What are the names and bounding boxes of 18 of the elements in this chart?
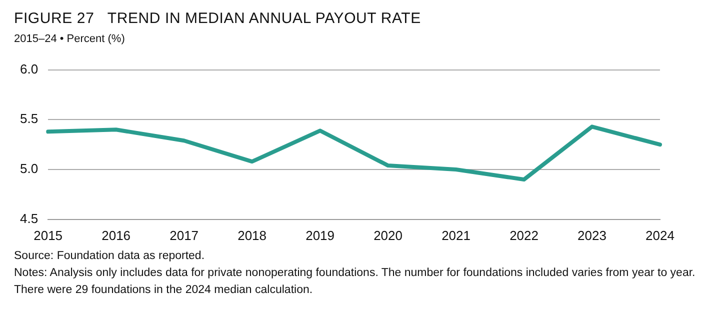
x-tick-label: 2021 — [442, 228, 470, 243]
x-tick-label: 2023 — [578, 228, 606, 243]
chart-title: FIGURE 27 TREND IN MEDIAN ANNUAL PAYOUT RATE — [14, 10, 421, 27]
x-tick-label: 2022 — [510, 228, 538, 243]
x-tick-label: 2015 — [34, 228, 63, 243]
text: Notes: Analysis only includes data for private nonoperating foundations. The number for foundations included varies from year to year. There were 29 foundations in the 2024 median calculation. — [14, 266, 696, 298]
x-tick-label: 2017 — [170, 228, 199, 243]
x-tick-label: 2024 — [646, 228, 674, 243]
y-tick-label: 4.5 — [20, 210, 38, 226]
y-tick-label: 6.0 — [20, 61, 38, 76]
chart-subtitle: 2015–24 • Percent (%) — [14, 33, 125, 45]
x-tick-label: 2016 — [102, 228, 131, 243]
y-tick-label: 5.5 — [20, 111, 38, 126]
x-tick-label: 2019 — [306, 228, 334, 243]
x-tick-label: 2020 — [374, 228, 402, 243]
y-tick-label: 5.0 — [20, 161, 38, 176]
x-tick-label: 2018 — [238, 228, 267, 243]
source-note: Source: Foundation data as reported. — [14, 249, 206, 264]
